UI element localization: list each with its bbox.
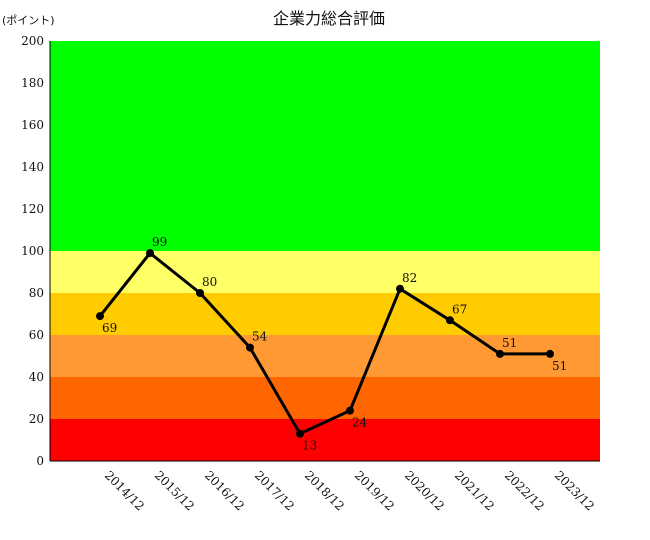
data-label: 54 (252, 330, 268, 344)
y-tick-labels: 0 20 40 60 80 100 120 140 160 180 200 (21, 34, 44, 468)
band-0-20 (50, 419, 600, 461)
y-tick-label: 0 (36, 454, 44, 468)
y-tick-label: 80 (29, 286, 44, 300)
y-tick-label: 200 (21, 34, 44, 48)
y-tick-label: 120 (21, 202, 44, 216)
y-tick-label: 40 (29, 370, 44, 384)
data-point (446, 316, 454, 325)
data-label: 24 (352, 416, 368, 430)
x-tick-label: 2023/12 (552, 468, 597, 513)
data-label: 67 (452, 302, 467, 316)
series-line (98, 251, 550, 436)
data-label: 80 (202, 275, 217, 289)
data-point (246, 343, 254, 352)
data-label: 51 (502, 336, 517, 350)
band-80-100 (50, 251, 600, 293)
chart-title: 企業力総合評価 (273, 9, 385, 28)
x-tick-label: 2018/12 (302, 468, 347, 513)
data-point (96, 312, 104, 321)
y-axis-unit: (ポイント) (2, 14, 55, 27)
score-bands (50, 41, 600, 461)
x-tick-labels: 2014/12 2015/12 2016/12 2017/12 2018/12 2019/… (102, 468, 597, 513)
x-tick-label: 2015/12 (152, 468, 197, 513)
y-tick-label: 20 (29, 412, 44, 426)
x-tick-label: 2016/12 (202, 468, 247, 513)
y-tick-label: 160 (21, 118, 44, 132)
x-tick-label: 2014/12 (102, 468, 147, 513)
band-40-60 (50, 335, 600, 377)
data-label: 82 (402, 271, 417, 285)
axes (49, 41, 600, 462)
data-label: 69 (102, 321, 117, 335)
data-labels: 69 99 80 54 13 24 82 67 51 51 (102, 235, 567, 453)
y-tick-label: 180 (21, 76, 44, 90)
data-point (146, 249, 154, 258)
y-tick-label: 140 (21, 160, 44, 174)
y-tick-label: 60 (29, 328, 44, 342)
x-tick-label: 2020/12 (402, 468, 447, 513)
data-point (546, 349, 554, 358)
y-tick-label: 100 (21, 244, 44, 258)
data-point (396, 284, 404, 293)
x-tick-label: 2019/12 (352, 468, 397, 513)
x-tick-label: 2017/12 (252, 468, 297, 513)
series-line-path (98, 251, 550, 436)
data-label: 99 (152, 235, 167, 249)
data-point (346, 406, 354, 415)
data-label: 13 (302, 439, 317, 453)
band-100-200 (50, 41, 600, 251)
band-60-80 (50, 293, 600, 335)
data-point (296, 429, 304, 438)
data-points (96, 249, 554, 438)
band-20-40 (50, 377, 600, 419)
data-label: 51 (552, 359, 567, 373)
data-point (196, 289, 204, 297)
data-point (496, 349, 504, 358)
x-tick-label: 2021/12 (452, 468, 497, 513)
x-tick-label: 2022/12 (502, 468, 547, 513)
